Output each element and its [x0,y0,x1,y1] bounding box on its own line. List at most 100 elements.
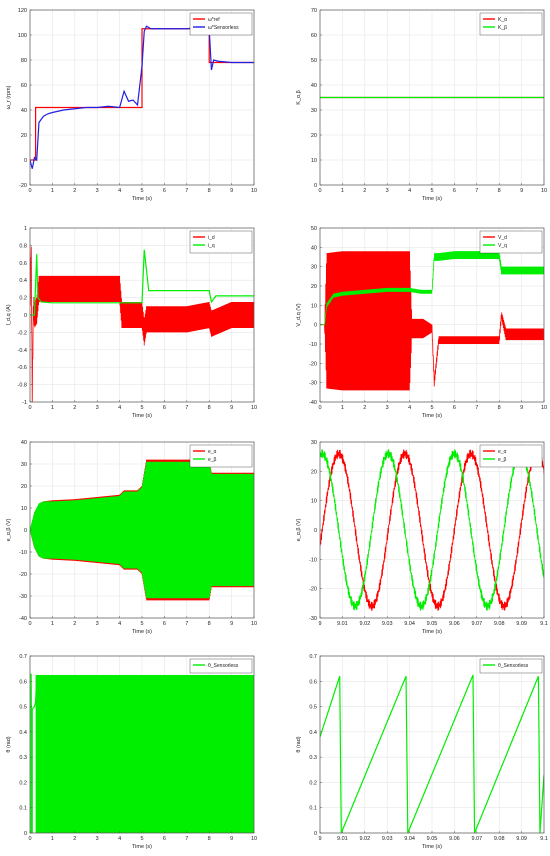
y-tick-label: 100 [18,33,27,39]
x-tick-label: 6 [163,836,166,842]
y-tick-label: 0 [24,313,27,319]
x-tick-label: 10 [251,188,257,194]
x-tick-label: 1 [341,188,344,194]
y-tick-label: 0.8 [19,243,27,249]
y-tick-label: 0 [24,831,27,837]
y-tick-label: 0.2 [19,780,27,786]
x-tick-label: 9 [318,836,321,842]
chart-panel-4: 0 1 2 3 4 5 6 7 8 9 10 -40 -30 -20 -10 0 10 20 30 40 50 Time … [296,226,547,419]
legend-label: e_β [208,457,217,463]
x-tick-label: 7 [185,621,188,627]
chart-panel-6: 9 9.01 9.02 9.03 9.04 9.05 9.06 9.07 9.08 9.09 9.1… [296,440,548,635]
y-tick-label: 30 [311,265,317,271]
x-tick-label: 1 [51,188,54,194]
x-tick-label: 2 [73,621,76,627]
legend-box [189,658,253,674]
x-tick-label: 3 [96,405,99,411]
y-tick-label: 0.1 [19,806,27,812]
y-tick-label: 0.4 [19,730,27,736]
y-axis-label: I_d,q (A) [6,304,12,325]
y-tick-label: 0.2 [309,780,317,786]
x-tick-label: 4 [118,188,121,194]
y-axis-label: θ (rad) [296,736,302,752]
legend-label: V_q [498,243,507,249]
x-tick-label: 5 [140,836,143,842]
x-axis-label: Time (s) [422,844,442,850]
legend-label: θ_Sensorless [208,663,239,669]
y-tick-label: -20 [19,572,27,578]
y-tick-label: 70 [311,8,317,14]
y-tick-label: -0.6 [18,365,27,371]
x-tick-label: 9.1 [540,621,548,627]
x-tick-label: 9 [318,621,321,627]
x-tick-label: 3 [386,188,389,194]
x-tick-label: 2 [363,188,366,194]
y-tick-label: 10 [311,158,317,164]
legend-box [189,12,253,36]
y-tick-label: 120 [18,8,27,14]
y-tick-label: 0.5 [309,705,317,711]
legend-label: V_d [498,235,507,241]
y-tick-label: 50 [311,58,317,64]
x-tick-label: 9.07 [471,836,482,842]
series-green [30,461,254,599]
legend-label: e_α [208,449,217,455]
chart-panel-2: 0 1 2 3 4 5 6 7 8 9 10 0 10 20 30 40 50 60 70 Time (s) K_α,β… [296,8,547,202]
y-tick-label: -30 [309,381,317,387]
y-tick-label: -30 [19,594,27,600]
x-tick-label: 9 [520,405,523,411]
y-tick-label: 0.7 [309,654,317,660]
x-axis-label: Time (s) [132,413,152,419]
x-tick-label: 0 [28,405,31,411]
y-tick-label: 0.6 [19,261,27,267]
chart-panel-5: 0 1 2 3 4 5 6 7 8 9 10 -40 -30 -20 -10 0 10 20 30 40 Time (s… [6,440,257,635]
legend-box [479,230,543,254]
legend-label: ω*Sensorless [208,25,239,31]
legend-label: K_α [498,17,507,23]
x-tick-label: 3 [96,836,99,842]
chart-panel-8: 9 9.01 9.02 9.03 9.04 9.05 9.06 9.07 9.08 9.09 9.1… [296,654,548,850]
x-axis-label: Time (s) [132,196,152,202]
x-tick-label: 9.04 [404,836,415,842]
y-axis-label: V_d,q (V) [296,303,302,326]
x-tick-label: 10 [251,836,257,842]
series-green [320,251,544,326]
x-tick-label: 0 [28,836,31,842]
series-green-fill [35,674,254,833]
y-tick-label: 60 [311,33,317,39]
x-tick-label: 4 [408,405,411,411]
x-tick-label: 8 [498,188,501,194]
y-tick-label: 30 [311,108,317,114]
plot-content [320,449,544,611]
x-tick-label: 9.09 [516,836,527,842]
y-tick-label: -20 [19,183,27,189]
x-axis-label: Time (s) [422,196,442,202]
x-tick-label: 9.06 [449,836,460,842]
y-tick-label: -20 [309,361,317,367]
y-tick-label: 40 [311,245,317,251]
y-tick-label: 20 [311,284,317,290]
y-axis-label: θ (rad) [6,736,12,752]
y-tick-label: 0.3 [19,755,27,761]
y-axis-label: K_α,β [296,90,302,105]
x-tick-label: 10 [541,188,547,194]
x-tick-label: 2 [73,836,76,842]
x-tick-label: 2 [73,405,76,411]
series-red [320,449,544,611]
x-tick-label: 9.06 [449,621,460,627]
x-tick-label: 9.03 [382,621,393,627]
y-axis-label: e_α,β (V) [296,518,302,541]
x-tick-label: 5 [140,621,143,627]
y-tick-label: 0 [314,323,317,329]
x-tick-label: 6 [453,405,456,411]
x-tick-label: 8 [208,621,211,627]
x-tick-label: 9.07 [471,621,482,627]
legend-label: K_β [498,25,507,31]
x-tick-label: 9 [230,188,233,194]
x-tick-label: 0 [28,188,31,194]
x-tick-label: 9 [520,188,523,194]
y-tick-label: 0.4 [19,278,27,284]
x-tick-label: 2 [73,188,76,194]
y-tick-label: 80 [21,58,27,64]
